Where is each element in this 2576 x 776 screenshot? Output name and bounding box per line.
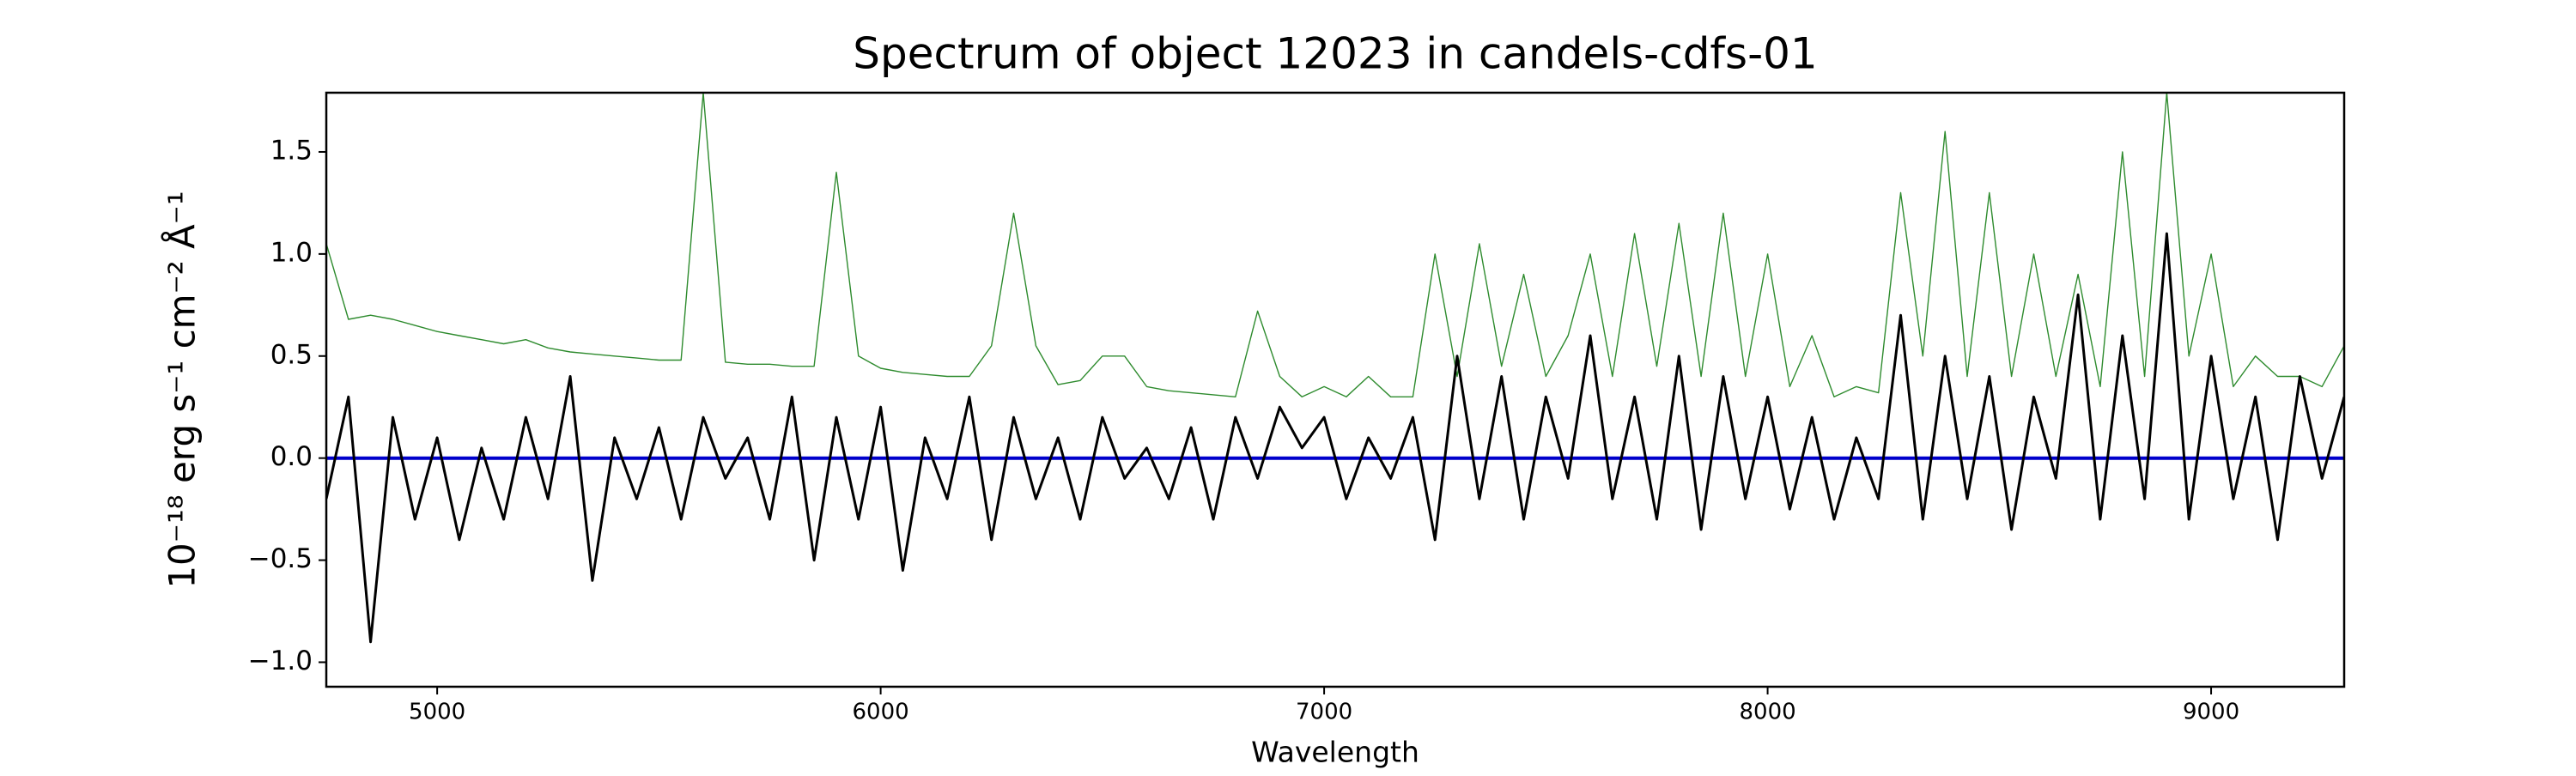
y-tick-label: 0.5	[270, 339, 313, 370]
spectrum-line	[326, 232, 2344, 644]
y-tick-label: 1.0	[270, 237, 313, 268]
plot-frame	[325, 91, 2346, 688]
y-axis-label: 10⁻¹⁸ erg s⁻¹ cm⁻² Å⁻¹	[161, 191, 204, 588]
x-axis-label: Wavelength	[1251, 736, 1419, 769]
x-tick-label: 5000	[409, 700, 465, 725]
y-tick-label: −0.5	[248, 543, 313, 574]
spectrum-line	[326, 93, 2344, 397]
chart-title: Spectrum of object 12023 in candels-cdfs…	[853, 29, 1818, 79]
y-tick-label: −1.0	[248, 646, 313, 676]
y-tick-label: 1.5	[270, 135, 313, 166]
x-tick-label: 9000	[2183, 700, 2239, 725]
y-tick-label: 0.0	[270, 441, 313, 472]
plot-area	[326, 93, 2344, 644]
x-tick-label: 6000	[853, 700, 909, 725]
x-tick-label: 8000	[1739, 700, 1795, 725]
x-tick-label: 7000	[1296, 700, 1352, 725]
